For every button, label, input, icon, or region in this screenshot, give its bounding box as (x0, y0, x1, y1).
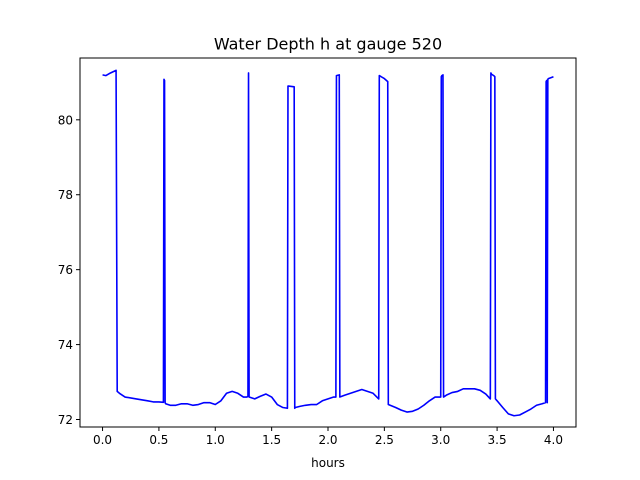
series-line (102, 69, 554, 417)
y-tick-label: 76 (58, 263, 73, 277)
axes-frame (79, 57, 577, 428)
y-tick-label: 80 (58, 113, 73, 127)
x-axis-ticks: 0.0 0.5 1.0 1.5 2.0 2.5 3.0 3.5 4.0 (93, 427, 563, 447)
chart-title: Water Depth h at gauge 520 (214, 35, 442, 54)
x-tick-label: 2.5 (375, 433, 394, 447)
x-tick-label: 0.0 (93, 433, 112, 447)
x-tick-label: 3.0 (431, 433, 450, 447)
x-tick-label: 2.0 (318, 433, 337, 447)
y-tick-label: 78 (58, 188, 73, 202)
x-tick-label: 0.5 (149, 433, 168, 447)
y-axis-ticks: 72 74 76 78 80 (58, 113, 80, 427)
y-tick-label: 74 (58, 338, 73, 352)
plot-area (102, 69, 554, 417)
x-tick-label: 1.0 (206, 433, 225, 447)
x-axis-label: hours (311, 456, 345, 470)
x-tick-label: 3.5 (488, 433, 507, 447)
y-tick-label: 72 (58, 413, 73, 427)
x-tick-label: 1.5 (262, 433, 281, 447)
x-tick-label: 4.0 (544, 433, 563, 447)
